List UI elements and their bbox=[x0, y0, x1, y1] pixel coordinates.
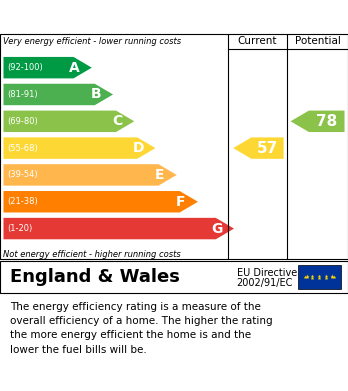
Polygon shape bbox=[3, 57, 92, 78]
Polygon shape bbox=[3, 111, 134, 132]
Polygon shape bbox=[3, 84, 113, 105]
Text: Current: Current bbox=[238, 36, 277, 46]
Text: (21-38): (21-38) bbox=[8, 197, 38, 206]
Polygon shape bbox=[3, 218, 234, 239]
Polygon shape bbox=[291, 111, 345, 132]
Text: A: A bbox=[69, 61, 80, 75]
Text: Energy Efficiency Rating: Energy Efficiency Rating bbox=[10, 7, 239, 25]
Polygon shape bbox=[3, 164, 177, 186]
Text: (81-91): (81-91) bbox=[8, 90, 38, 99]
Text: 2002/91/EC: 2002/91/EC bbox=[237, 278, 293, 288]
Text: Not energy efficient - higher running costs: Not energy efficient - higher running co… bbox=[3, 250, 181, 259]
Polygon shape bbox=[3, 137, 156, 159]
Text: (39-54): (39-54) bbox=[8, 170, 38, 179]
Text: C: C bbox=[112, 114, 122, 128]
Text: B: B bbox=[90, 88, 101, 102]
Text: E: E bbox=[155, 168, 164, 182]
Text: Potential: Potential bbox=[295, 36, 340, 46]
Text: The energy efficiency rating is a measure of the
overall efficiency of a home. T: The energy efficiency rating is a measur… bbox=[10, 302, 273, 355]
Text: (1-20): (1-20) bbox=[8, 224, 33, 233]
Bar bbox=[298, 265, 341, 289]
Text: F: F bbox=[176, 195, 185, 209]
Text: England & Wales: England & Wales bbox=[10, 268, 180, 286]
Text: (92-100): (92-100) bbox=[8, 63, 44, 72]
Polygon shape bbox=[233, 137, 284, 159]
Text: EU Directive: EU Directive bbox=[237, 268, 297, 278]
Text: (69-80): (69-80) bbox=[8, 117, 38, 126]
Text: Very energy efficient - lower running costs: Very energy efficient - lower running co… bbox=[3, 38, 182, 47]
Text: 57: 57 bbox=[257, 141, 278, 156]
Polygon shape bbox=[3, 191, 198, 212]
Text: D: D bbox=[132, 141, 144, 155]
Text: (55-68): (55-68) bbox=[8, 143, 38, 152]
Text: 78: 78 bbox=[316, 114, 337, 129]
Text: G: G bbox=[211, 222, 222, 235]
